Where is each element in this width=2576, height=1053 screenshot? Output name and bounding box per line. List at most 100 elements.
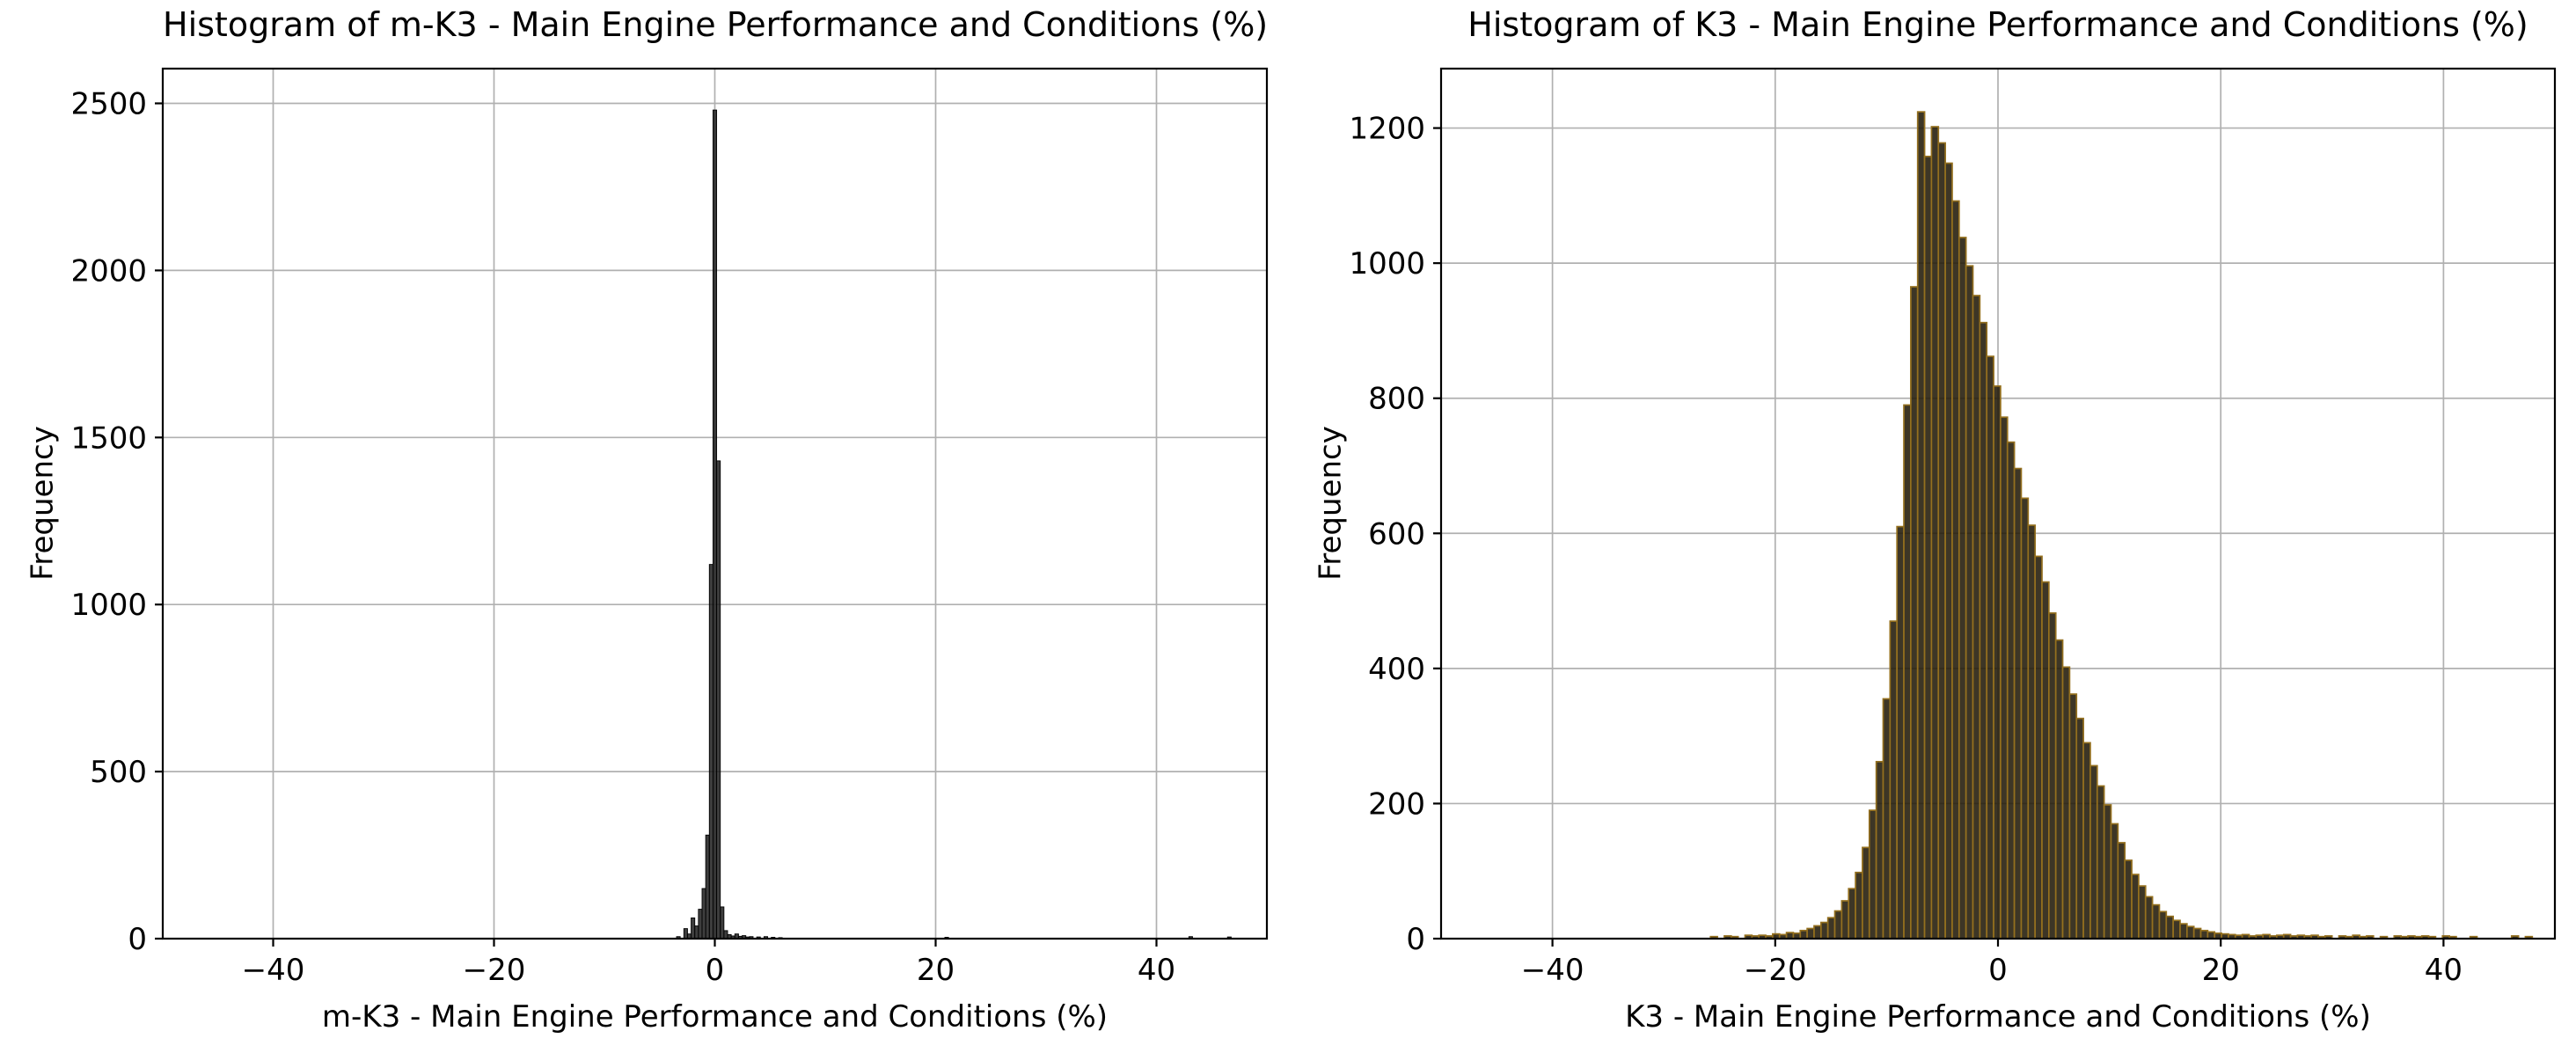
y-tick-label: 500 — [90, 755, 147, 790]
histogram-bar — [723, 930, 728, 940]
histogram-bar — [2027, 524, 2037, 940]
histogram-bar — [1993, 385, 2002, 940]
histogram-bar — [1868, 809, 1877, 940]
histogram-bar — [1833, 910, 1843, 940]
histogram-bar — [1958, 237, 1967, 940]
histogram-bar — [1910, 286, 1919, 940]
y-tick-label: 0 — [128, 922, 147, 957]
histogram-bar — [1923, 155, 1933, 940]
histogram-bar — [2192, 927, 2202, 940]
y-tick-label: 200 — [1368, 786, 1425, 822]
histogram-bar — [716, 460, 721, 940]
histogram-bar — [2124, 859, 2133, 940]
x-axis-label-left: m-K3 - Main Engine Performance and Condi… — [321, 999, 1109, 1035]
histogram-bar — [1972, 295, 1981, 940]
x-tick-label: 20 — [2202, 953, 2240, 988]
histogram-bar — [2020, 497, 2030, 940]
histogram-bar — [2131, 874, 2140, 940]
histogram-bar — [708, 564, 714, 940]
histogram-bar — [2034, 555, 2043, 940]
histogram-bar — [2199, 929, 2209, 940]
histogram-bar — [2041, 581, 2050, 940]
x-tick-label: −20 — [463, 953, 526, 988]
histogram-bar — [1848, 888, 1856, 940]
x-tick-label: 20 — [917, 953, 955, 988]
y-tick-label: 0 — [1406, 922, 1425, 957]
y-axis-label-left: Frequency — [25, 426, 61, 581]
y-tick-label: 1500 — [70, 420, 147, 456]
chart-title-right: Histogram of K3 - Main Engine Performanc… — [1467, 5, 2528, 44]
histogram-bar — [1826, 917, 1836, 940]
histogram-bar — [1951, 200, 1960, 940]
histogram-bar — [2179, 923, 2188, 940]
histogram-bar — [1965, 265, 1974, 940]
histogram-bar — [1903, 404, 1912, 940]
histogram-bar — [2185, 925, 2195, 940]
histogram-bar — [2068, 693, 2078, 940]
histogram-bar — [2006, 441, 2016, 940]
histogram-bar — [2103, 804, 2112, 940]
histogram-bar — [2165, 915, 2174, 940]
histogram-bar — [1916, 111, 1926, 940]
histogram-bar — [694, 925, 699, 940]
histogram-bar — [1813, 925, 1822, 940]
histogram-bar — [2138, 885, 2147, 940]
chart-title-left: Histogram of m-K3 - Main Engine Performa… — [163, 5, 1269, 44]
histogram-bar — [1862, 846, 1870, 940]
histogram-bar — [2110, 823, 2119, 940]
y-tick-label: 2500 — [70, 86, 147, 121]
y-tick-label: 600 — [1368, 516, 1425, 552]
y-tick-label: 2000 — [70, 253, 147, 289]
y-tick-label: 800 — [1368, 382, 1425, 417]
histogram-bar — [2082, 742, 2091, 940]
x-axis-label-right: K3 - Main Engine Performance and Conditi… — [1625, 999, 2371, 1035]
histogram-bar — [691, 918, 696, 940]
histogram-bar — [1889, 620, 1899, 940]
histogram-bar — [1799, 929, 1808, 940]
histogram-bar — [1806, 927, 1815, 940]
histogram-bar — [2061, 666, 2071, 940]
x-tick-label: −20 — [1744, 953, 1807, 988]
histogram-bar — [1819, 921, 1829, 940]
histogram-bar — [2117, 842, 2126, 940]
x-tick-label: −40 — [242, 953, 305, 988]
y-tick-label: 1000 — [70, 588, 147, 623]
histogram-bar — [2144, 896, 2154, 940]
y-tick-label: 1000 — [1349, 246, 1425, 282]
histogram-bar — [2096, 785, 2105, 940]
histogram-bar — [698, 909, 703, 940]
y-tick-label: 1200 — [1349, 112, 1425, 147]
histogram-bar — [2089, 764, 2098, 940]
histogram-bar — [1944, 162, 1953, 940]
histogram-bar — [1875, 760, 1884, 940]
histogram-bar — [701, 888, 706, 940]
x-tick-label: 40 — [1138, 953, 1175, 988]
histogram-bar — [1896, 525, 1905, 940]
histogram-bar — [720, 906, 725, 940]
histogram-bar — [2000, 416, 2009, 940]
histogram-bar — [1882, 698, 1892, 940]
histogram-bar — [2048, 612, 2057, 940]
histogram-bar — [1937, 142, 1946, 940]
histogram-bar — [2206, 931, 2216, 940]
histogram-bar — [2158, 910, 2168, 940]
histogram-bar — [2075, 717, 2084, 940]
histogram-bar — [1855, 871, 1863, 940]
histogram-bar — [683, 928, 688, 940]
x-tick-label: 40 — [2425, 953, 2463, 988]
histogram-bar — [1841, 900, 1850, 940]
histogram-bar — [1986, 355, 1994, 940]
y-tick-label: 400 — [1368, 652, 1425, 687]
histogram-bar — [2172, 919, 2181, 940]
y-axis-label-right: Frequency — [1313, 426, 1349, 581]
histogram-bar — [712, 109, 718, 940]
histogram-bar — [2151, 903, 2161, 940]
x-tick-label: −40 — [1521, 953, 1584, 988]
histogram-bar — [1930, 126, 1940, 940]
histogram-bar — [1979, 321, 1988, 940]
histogram-bar — [2054, 639, 2064, 940]
histogram-bar — [705, 834, 710, 940]
x-tick-label: 0 — [706, 953, 725, 988]
